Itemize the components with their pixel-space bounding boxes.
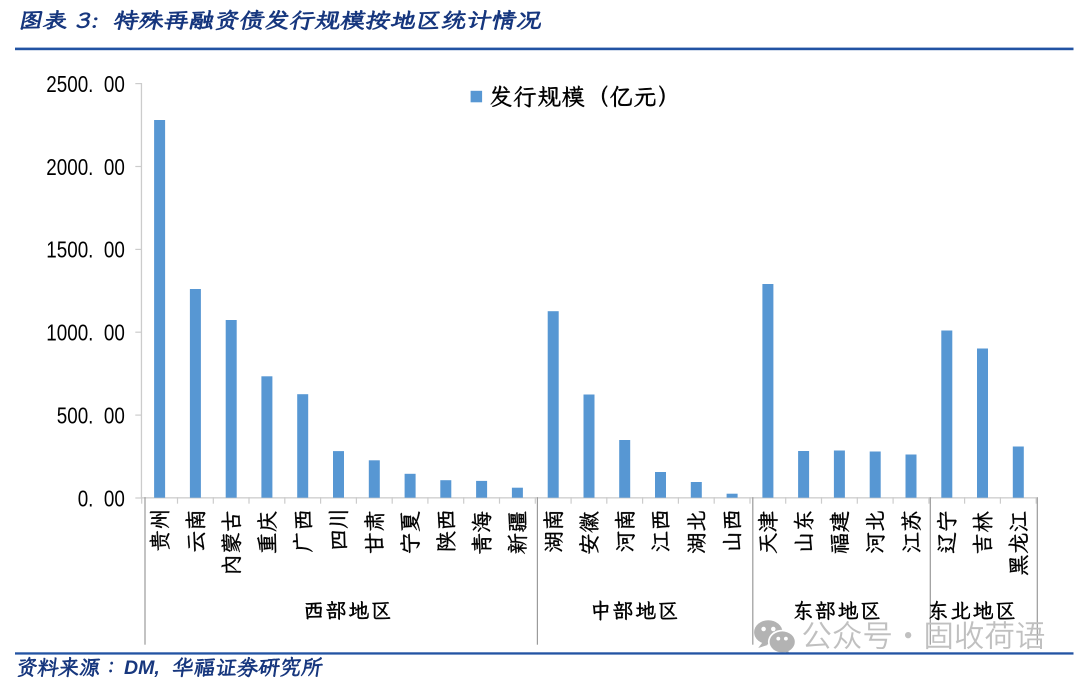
svg-text:2500. 00: 2500. 00 (46, 71, 125, 97)
svg-text:2000. 00: 2000. 00 (46, 154, 125, 180)
svg-text:DM,: DM, (124, 657, 160, 679)
svg-text:1500. 00: 1500. 00 (46, 237, 125, 263)
svg-text:1000. 00: 1000. 00 (46, 320, 125, 346)
svg-text:500. 00: 500. 00 (57, 402, 125, 428)
svg-text:0. 00: 0. 00 (78, 485, 125, 511)
